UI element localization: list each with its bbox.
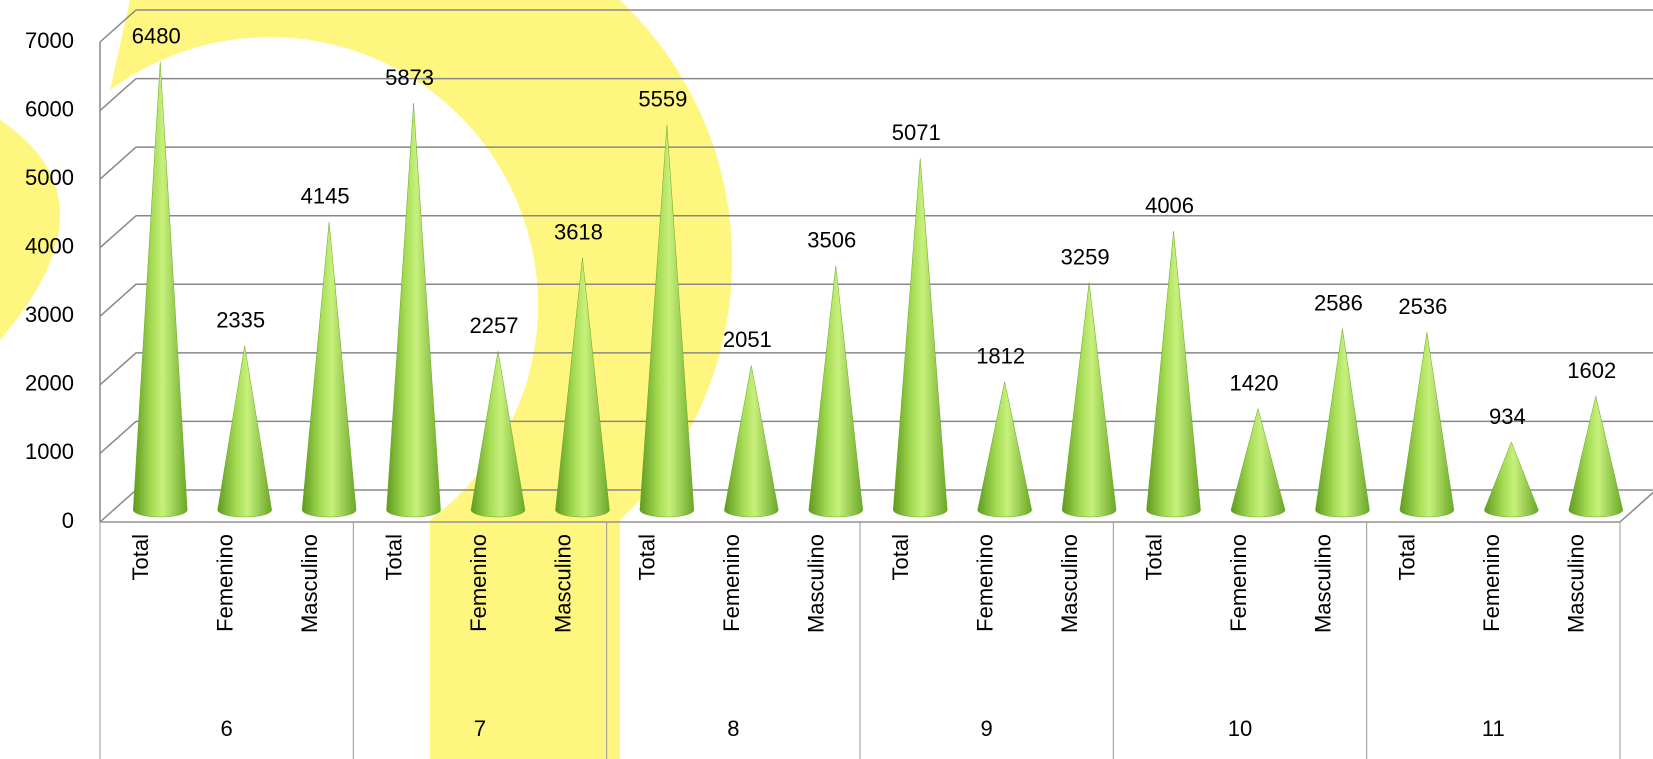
value-label: 5873 <box>385 65 434 90</box>
value-label: 3506 <box>807 227 856 252</box>
value-label: 1812 <box>976 344 1025 369</box>
x-tick-label: Total <box>1395 534 1420 580</box>
x-tick-label: Total <box>1141 534 1166 580</box>
grid-line <box>99 9 1653 43</box>
value-label: 4006 <box>1145 193 1194 218</box>
x-tick-label: Masculino <box>1564 534 1589 633</box>
group-label: 9 <box>981 716 993 741</box>
value-label: 5071 <box>892 120 941 145</box>
grid-line <box>99 146 1653 180</box>
cone <box>217 345 272 518</box>
x-tick-label: Femenino <box>466 534 491 632</box>
value-label: 2051 <box>723 327 772 352</box>
cone <box>132 61 188 518</box>
value-label: 6480 <box>132 23 181 48</box>
grid-line <box>99 77 1653 112</box>
cone <box>301 221 357 518</box>
value-label: 4145 <box>301 184 350 209</box>
cone <box>1315 328 1370 518</box>
group-label: 6 <box>221 716 233 741</box>
cone <box>1146 231 1201 518</box>
x-tick-label: Femenino <box>212 534 237 632</box>
x-tick-label: Masculino <box>1057 534 1082 633</box>
x-tick-label: Masculino <box>297 534 322 633</box>
value-label: 1420 <box>1230 370 1279 395</box>
x-tick-label: Total <box>635 534 660 580</box>
cone <box>1568 396 1624 518</box>
y-tick-label: 2000 <box>25 371 74 396</box>
y-tick-label: 1000 <box>25 439 74 464</box>
x-tick-label: Masculino <box>1310 534 1335 633</box>
value-label: 2586 <box>1314 290 1363 315</box>
background-swirl <box>0 120 60 340</box>
x-tick-label: Masculino <box>550 534 575 633</box>
cone <box>977 381 1032 518</box>
cone <box>1484 441 1539 518</box>
x-tick-label: Total <box>888 534 913 580</box>
x-tick-label: Total <box>381 534 406 580</box>
y-tick-label: 3000 <box>25 302 74 327</box>
grid-line <box>99 214 1653 249</box>
x-tick-label: Femenino <box>1226 534 1251 632</box>
background-swirl <box>110 0 733 759</box>
cone <box>555 257 610 518</box>
y-tick-label: 0 <box>62 508 74 533</box>
x-tick-label: Total <box>128 534 153 580</box>
cone <box>892 158 948 518</box>
grid-line <box>99 420 1653 454</box>
cone <box>1061 282 1117 518</box>
grid-line <box>99 352 1653 386</box>
y-tick-label: 5000 <box>25 165 74 190</box>
value-label: 2335 <box>216 308 265 333</box>
axis-line <box>1619 491 1653 523</box>
cone <box>639 124 695 518</box>
x-tick-label: Femenino <box>972 534 997 632</box>
x-tick-label: Masculino <box>804 534 829 633</box>
x-tick-label: Femenino <box>719 534 744 632</box>
cone <box>470 351 526 518</box>
value-label: 934 <box>1489 404 1526 429</box>
cone <box>386 103 441 518</box>
grid-line <box>99 283 1653 317</box>
value-label: 2536 <box>1398 294 1447 319</box>
value-label: 1602 <box>1567 358 1616 383</box>
x-tick-label: Femenino <box>1479 534 1504 632</box>
group-label: 10 <box>1228 716 1252 741</box>
group-label: 7 <box>474 716 486 741</box>
cone <box>1230 407 1286 518</box>
cone <box>808 265 864 518</box>
y-tick-label: 6000 <box>25 96 74 121</box>
cone <box>724 365 779 518</box>
group-label: 11 <box>1482 716 1505 741</box>
value-label: 3618 <box>554 220 603 245</box>
cone <box>1399 332 1455 518</box>
value-label: 3259 <box>1061 244 1110 269</box>
value-label: 2257 <box>470 313 519 338</box>
y-tick-label: 7000 <box>25 28 74 53</box>
y-tick-label: 4000 <box>25 234 74 259</box>
value-label: 5559 <box>638 87 687 112</box>
group-label: 8 <box>727 716 739 741</box>
